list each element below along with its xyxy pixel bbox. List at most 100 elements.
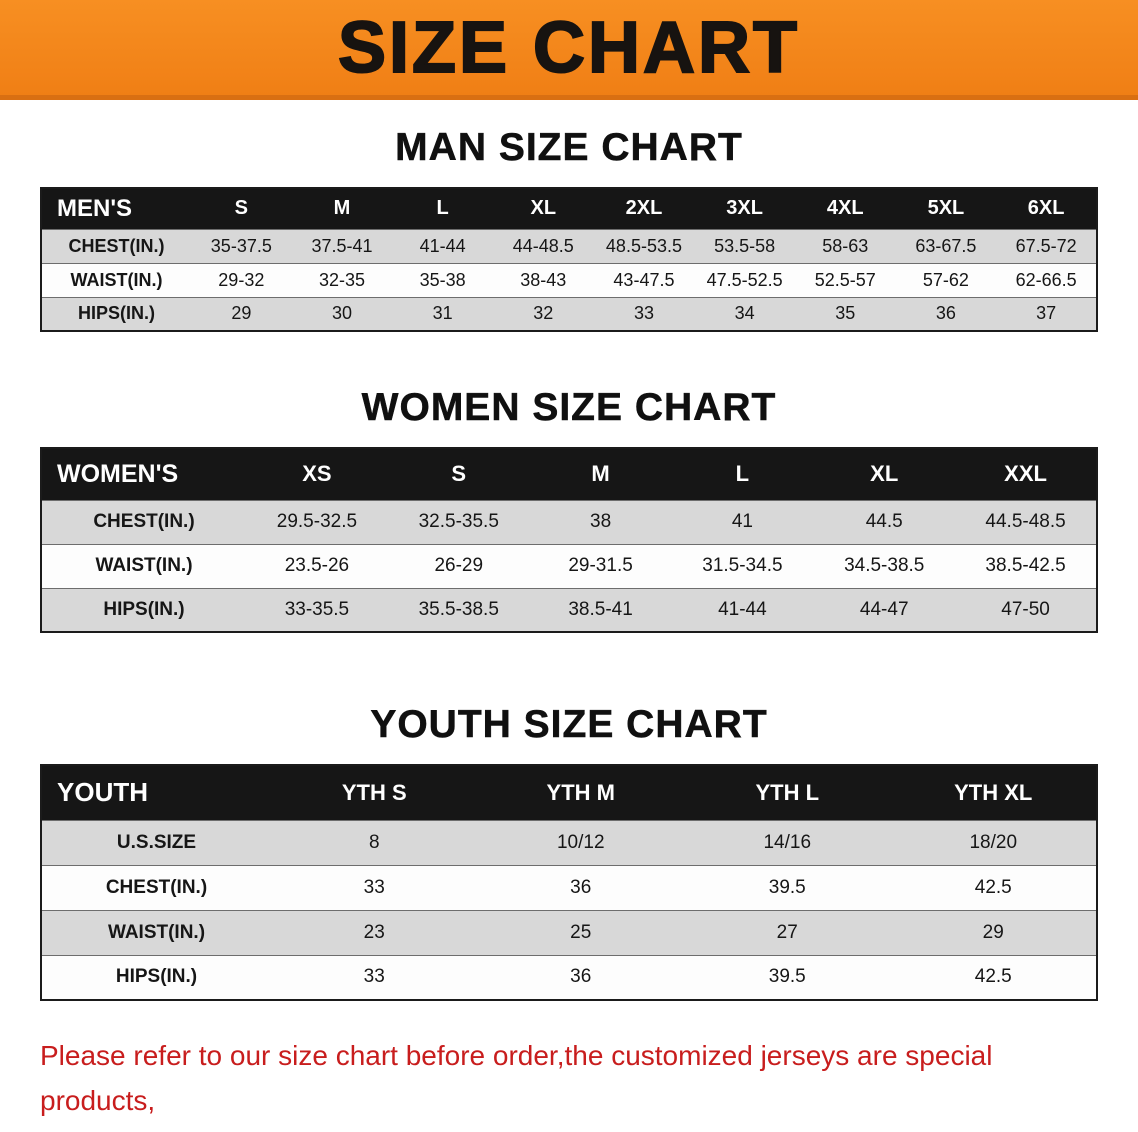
size-cell: 37.5-41 — [291, 228, 393, 263]
row-label: WAIST(IN.) — [41, 262, 191, 297]
size-cell: 36 — [477, 954, 684, 1000]
column-header: 3XL — [694, 188, 795, 229]
size-cell: 44-47 — [813, 587, 956, 632]
section-title-men: MAN SIZE CHART — [395, 126, 743, 170]
size-cell: 23 — [271, 909, 478, 955]
row-label: HIPS(IN.) — [41, 954, 271, 1000]
size-cell: 35 — [794, 296, 896, 331]
size-cell: 41-44 — [392, 228, 493, 263]
size-cell: 27 — [684, 909, 891, 955]
size-cell: 25 — [477, 909, 684, 955]
table-row: CHEST(IN.) 35-37.5 37.5-41 41-44 44-48.5 48.5… — [41, 228, 1097, 263]
youth-size-table: YOUTH YTH S YTH M YTH L YTH XL U.S.SIZE 8 10/12… — [40, 764, 1098, 1001]
women-table-body: CHEST(IN.) 29.5-32.5 32.5-35.5 38 41 44.5 44.5… — [41, 499, 1097, 632]
header-row: MEN'S S M L XL 2XL 3XL 4XL 5XL 6XL — [41, 188, 1097, 229]
size-cell: 30 — [291, 296, 393, 331]
size-cell: 38.5-41 — [529, 587, 672, 632]
column-header: YTH L — [684, 765, 891, 820]
size-cell: 18/20 — [890, 819, 1097, 865]
column-header: L — [671, 448, 814, 500]
size-cell: 29.5-32.5 — [246, 499, 388, 544]
size-cell: 44-48.5 — [492, 228, 594, 263]
table-row: HIPS(IN.) 33 36 39.5 42.5 — [41, 954, 1097, 1000]
column-header: 5XL — [895, 188, 997, 229]
youth-table-head: YOUTH YTH S YTH M YTH L YTH XL — [41, 765, 1097, 820]
men-table-body: CHEST(IN.) 35-37.5 37.5-41 41-44 44-48.5 48.5… — [41, 228, 1097, 331]
column-header: 4XL — [794, 188, 896, 229]
size-cell: 32 — [492, 296, 594, 331]
size-cell: 44.5-48.5 — [955, 499, 1097, 544]
footer-note: Please refer to our size chart before or… — [40, 1033, 1100, 1132]
section-men: MAN SIZE CHART MEN'S S M L XL 2XL 3XL 4XL 5XL 6XL C… — [0, 126, 1138, 332]
row-label: HIPS(IN.) — [41, 587, 246, 632]
size-cell: 67.5-72 — [996, 228, 1097, 263]
size-cell: 36 — [477, 864, 684, 910]
men-size-table: MEN'S S M L XL 2XL 3XL 4XL 5XL 6XL CHEST(IN.) 35-37… — [40, 187, 1098, 332]
youth-table-body: U.S.SIZE 8 10/12 14/16 18/20 CHEST(IN.) 33 36 39… — [41, 819, 1097, 1000]
column-header: S — [387, 448, 530, 500]
size-cell: 43-47.5 — [593, 262, 695, 297]
table-label: WOMEN'S — [41, 448, 246, 500]
page-title: SIZE CHART — [337, 7, 800, 89]
column-header: 6XL — [996, 188, 1097, 229]
row-label: HIPS(IN.) — [41, 296, 191, 331]
size-cell: 32.5-35.5 — [387, 499, 530, 544]
size-cell: 33 — [593, 296, 695, 331]
column-header: YTH S — [271, 765, 478, 820]
size-cell: 10/12 — [477, 819, 684, 865]
size-cell: 14/16 — [684, 819, 891, 865]
column-header: M — [291, 188, 393, 229]
size-cell: 47-50 — [955, 587, 1097, 632]
column-header: M — [529, 448, 672, 500]
size-cell: 44.5 — [813, 499, 956, 544]
table-row: U.S.SIZE 8 10/12 14/16 18/20 — [41, 819, 1097, 865]
size-cell: 39.5 — [684, 954, 891, 1000]
table-row: WAIST(IN.) 23.5-26 26-29 29-31.5 31.5-34.5 34… — [41, 543, 1097, 588]
size-cell: 35-38 — [392, 262, 493, 297]
size-cell: 62-66.5 — [996, 262, 1097, 297]
size-cell: 52.5-57 — [794, 262, 896, 297]
size-cell: 33-35.5 — [246, 587, 388, 632]
size-cell: 42.5 — [890, 954, 1097, 1000]
column-header: XS — [246, 448, 388, 500]
column-header: S — [191, 188, 292, 229]
row-label: CHEST(IN.) — [41, 228, 191, 263]
size-cell: 29 — [890, 909, 1097, 955]
size-cell: 32-35 — [291, 262, 393, 297]
row-label: WAIST(IN.) — [41, 909, 271, 955]
section-women: WOMEN SIZE CHART WOMEN'S XS S M L XL XXL CHEST(I… — [0, 386, 1138, 633]
size-cell: 34.5-38.5 — [813, 543, 956, 588]
footer-note-line2: we don't accept cancel, change, teturn o… — [40, 1124, 1100, 1132]
women-size-table: WOMEN'S XS S M L XL XXL CHEST(IN.) 29.5-32.5 32.5… — [40, 447, 1098, 633]
size-cell: 26-29 — [387, 543, 530, 588]
size-cell: 48.5-53.5 — [593, 228, 695, 263]
size-cell: 41 — [671, 499, 814, 544]
size-cell: 36 — [895, 296, 997, 331]
row-label: WAIST(IN.) — [41, 543, 246, 588]
size-cell: 42.5 — [890, 864, 1097, 910]
size-cell: 8 — [271, 819, 478, 865]
table-label: YOUTH — [41, 765, 271, 820]
size-chart-sections: MAN SIZE CHART MEN'S S M L XL 2XL 3XL 4XL 5XL 6XL C… — [0, 126, 1138, 1001]
row-label: CHEST(IN.) — [41, 499, 246, 544]
table-row: WAIST(IN.) 23 25 27 29 — [41, 909, 1097, 955]
size-cell: 38-43 — [492, 262, 594, 297]
section-title-women: WOMEN SIZE CHART — [361, 386, 777, 430]
women-table-head: WOMEN'S XS S M L XL XXL — [41, 448, 1097, 500]
row-label: CHEST(IN.) — [41, 864, 271, 910]
column-header: YTH M — [477, 765, 684, 820]
size-cell: 29 — [191, 296, 292, 331]
column-header: YTH XL — [890, 765, 1097, 820]
header-row: YOUTH YTH S YTH M YTH L YTH XL — [41, 765, 1097, 820]
size-cell: 29-32 — [191, 262, 292, 297]
table-row: CHEST(IN.) 29.5-32.5 32.5-35.5 38 41 44.5 44.5… — [41, 499, 1097, 544]
header-row: WOMEN'S XS S M L XL XXL — [41, 448, 1097, 500]
banner: SIZE CHART — [0, 0, 1138, 100]
size-cell: 23.5-26 — [246, 543, 388, 588]
size-cell: 38 — [529, 499, 672, 544]
size-cell: 37 — [996, 296, 1097, 331]
size-cell: 29-31.5 — [529, 543, 672, 588]
size-cell: 41-44 — [671, 587, 814, 632]
size-cell: 57-62 — [895, 262, 997, 297]
